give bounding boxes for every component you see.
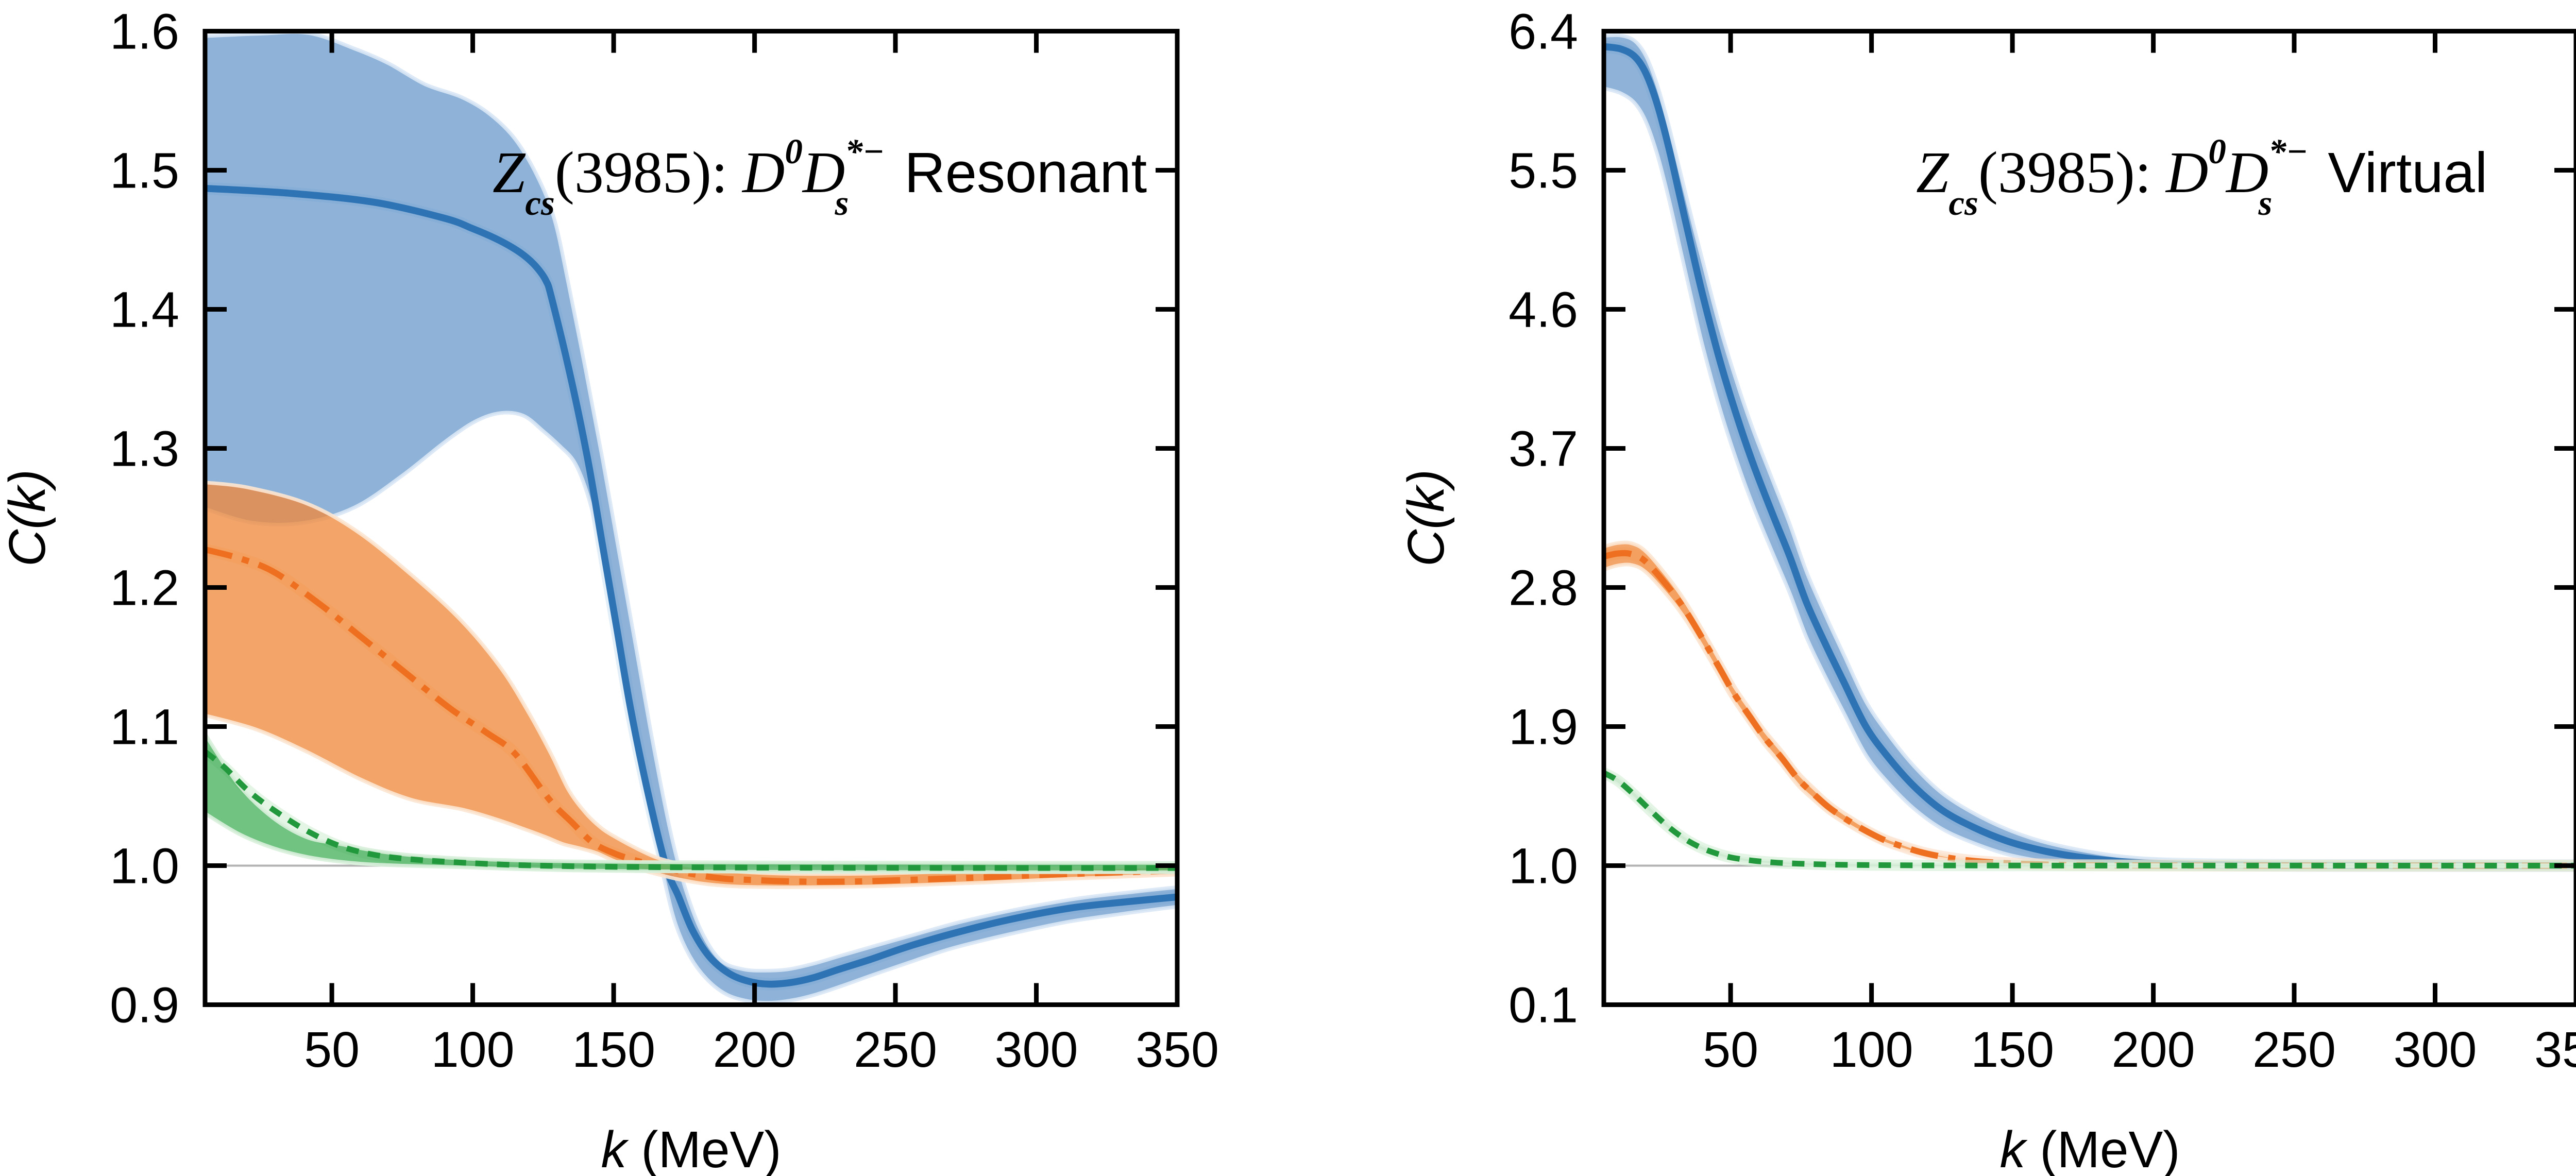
svg-text:1.1: 1.1 <box>110 699 179 755</box>
svg-text:5.5: 5.5 <box>1509 143 1578 199</box>
svg-text:200: 200 <box>2112 1021 2195 1078</box>
svg-text:1.4: 1.4 <box>110 282 179 338</box>
svg-text:1.2: 1.2 <box>110 560 179 616</box>
svg-text:200: 200 <box>713 1021 796 1078</box>
svg-text:50: 50 <box>1703 1021 1758 1078</box>
svg-text:1.5: 1.5 <box>110 143 179 199</box>
svg-text:100: 100 <box>431 1021 515 1078</box>
svg-text:k (MeV): k (MeV) <box>601 1121 782 1176</box>
svg-text:250: 250 <box>854 1021 937 1078</box>
svg-text:1.3: 1.3 <box>110 421 179 477</box>
svg-text:C(k): C(k) <box>1397 469 1455 567</box>
svg-text:300: 300 <box>995 1021 1078 1078</box>
svg-text:250: 250 <box>2252 1021 2336 1078</box>
svg-text:1.0: 1.0 <box>1509 838 1578 894</box>
svg-text:350: 350 <box>1136 1021 1219 1078</box>
svg-text:2.8: 2.8 <box>1509 560 1578 616</box>
svg-text:6.4: 6.4 <box>1509 4 1578 60</box>
svg-text:100: 100 <box>1830 1021 1913 1078</box>
svg-text:50: 50 <box>304 1021 360 1078</box>
svg-text:1.9: 1.9 <box>1509 699 1578 755</box>
svg-text:0.1: 0.1 <box>1509 977 1578 1033</box>
svg-text:1.0: 1.0 <box>110 838 179 894</box>
svg-text:4.6: 4.6 <box>1509 282 1578 338</box>
svg-text:1.6: 1.6 <box>110 4 179 60</box>
svg-text:C(k): C(k) <box>0 469 56 567</box>
svg-text:150: 150 <box>1971 1021 2054 1078</box>
svg-text:150: 150 <box>572 1021 655 1078</box>
svg-text:0.9: 0.9 <box>110 977 179 1033</box>
svg-text:k (MeV): k (MeV) <box>2000 1121 2180 1176</box>
svg-text:3.7: 3.7 <box>1509 421 1578 477</box>
svg-text:300: 300 <box>2394 1021 2477 1078</box>
svg-text:350: 350 <box>2534 1021 2576 1078</box>
